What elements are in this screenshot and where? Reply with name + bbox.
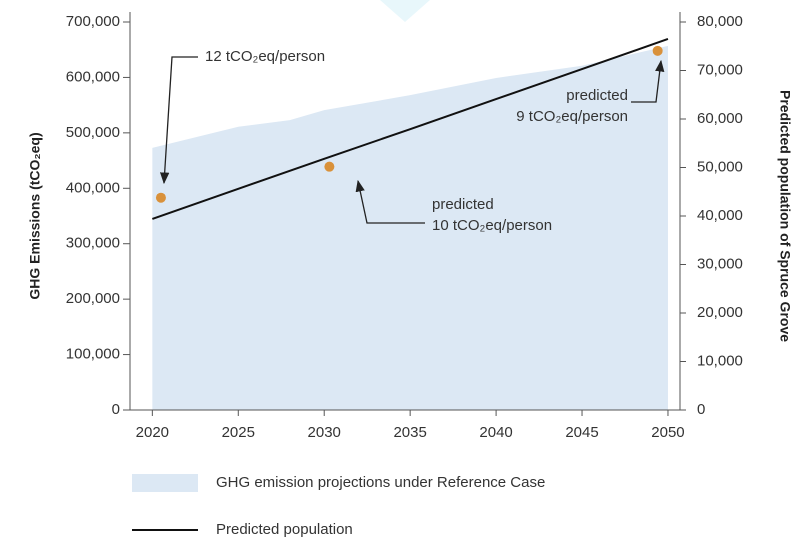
point	[324, 161, 335, 172]
y2-tick-label: 10,000	[697, 352, 743, 369]
x-tick-label: 2030	[308, 424, 341, 441]
annotation: predicted	[432, 196, 494, 213]
y-tick-label: 700,000	[66, 13, 120, 30]
annotation-arrow	[159, 56, 198, 185]
watermark	[380, 0, 430, 22]
x-tick-label: 2035	[393, 424, 426, 441]
y2-tick-label: 80,000	[697, 13, 743, 30]
point	[155, 192, 166, 203]
legend-label: GHG emission projections under Reference…	[216, 474, 545, 491]
y2-tick-label: 50,000	[697, 158, 743, 175]
y-tick-label: 500,000	[66, 124, 120, 141]
y-tick-label: 0	[112, 401, 120, 418]
legend-label: Predicted population	[216, 521, 353, 538]
y-tick-label: 600,000	[66, 68, 120, 85]
x-tick-label: 2045	[565, 424, 598, 441]
annotation: 12 tCO₂eq/person	[205, 48, 325, 65]
x-tick-label: 2020	[136, 424, 169, 441]
annotation-arrow	[355, 179, 425, 224]
y2-axis-title: Predicted population of Spruce Grove	[777, 90, 793, 342]
point	[652, 45, 663, 56]
y2-tick-label: 20,000	[697, 304, 743, 321]
area	[152, 45, 668, 410]
annotation-arrow	[631, 59, 665, 103]
x-tick-label: 2040	[479, 424, 512, 441]
annotation: 9 tCO₂eq/person	[516, 108, 628, 125]
y-axis-title: GHG Emissions (tCO₂eq)	[27, 132, 43, 299]
annotation: 10 tCO₂eq/person	[432, 217, 552, 234]
y2-tick-label: 30,000	[697, 255, 743, 272]
y2-tick-label: 70,000	[697, 61, 743, 78]
y2-tick-label: 0	[697, 401, 705, 418]
y-tick-label: 400,000	[66, 179, 120, 196]
line	[152, 38, 669, 220]
x-tick-label: 2025	[222, 424, 255, 441]
legend-swatch	[132, 474, 198, 492]
y2-tick-label: 60,000	[697, 110, 743, 127]
y-tick-label: 200,000	[66, 290, 120, 307]
y-tick-label: 100,000	[66, 346, 120, 363]
y-tick-label: 300,000	[66, 235, 120, 252]
y2-tick-label: 40,000	[697, 207, 743, 224]
x-tick-label: 2050	[651, 424, 684, 441]
annotation: predicted	[566, 87, 628, 104]
